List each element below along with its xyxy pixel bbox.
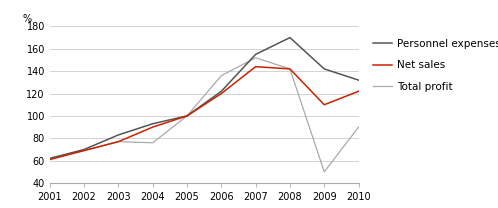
- Legend: Personnel expenses, Net sales, Total profit: Personnel expenses, Net sales, Total pro…: [373, 39, 498, 92]
- Text: %: %: [22, 14, 31, 24]
